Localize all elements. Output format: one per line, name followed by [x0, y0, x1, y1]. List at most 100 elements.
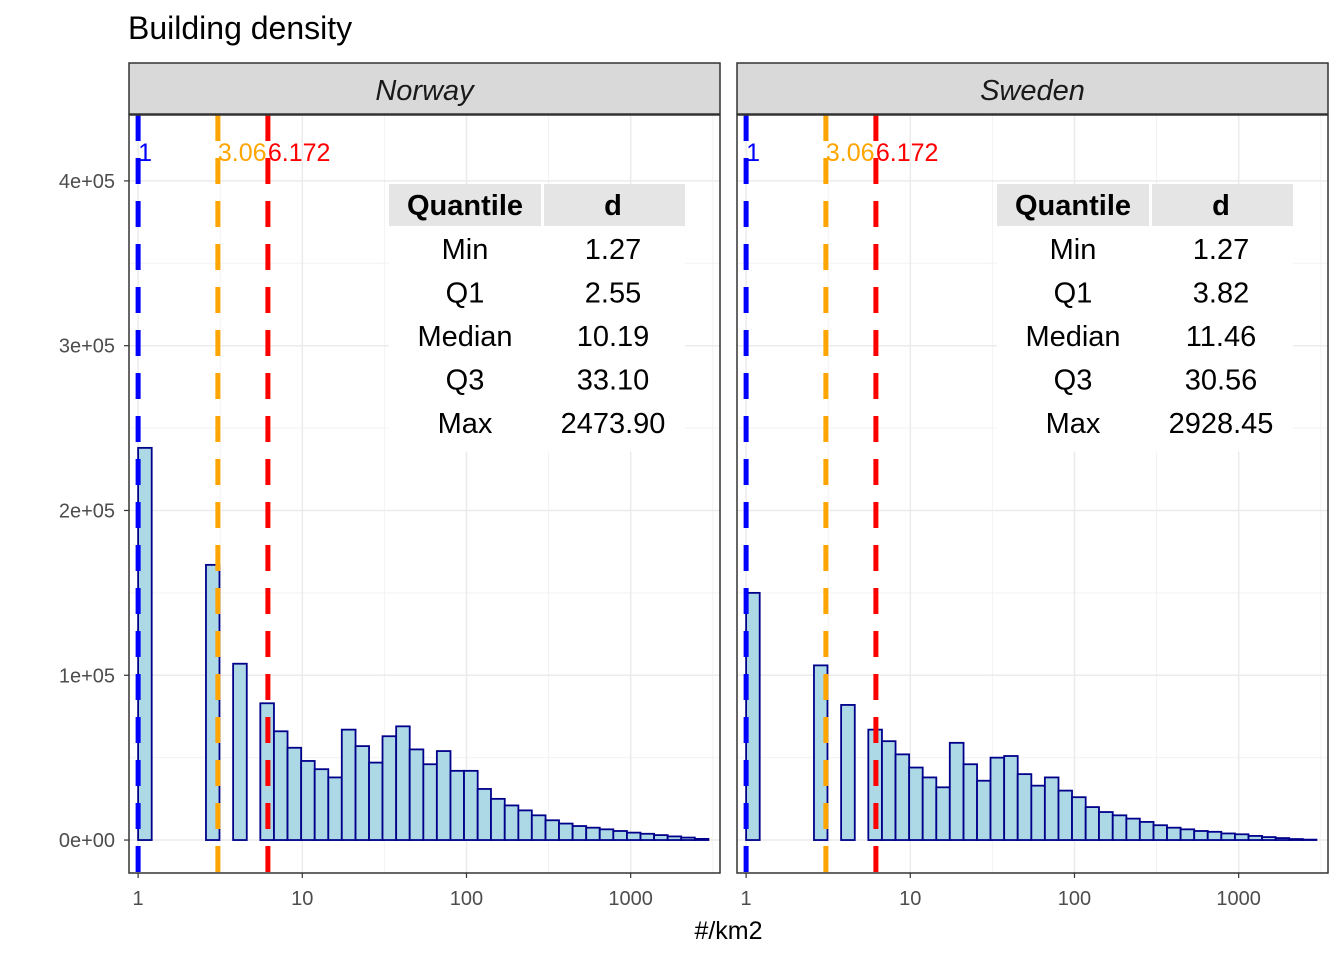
histogram-bar — [1179, 828, 1196, 841]
histogram-bar — [340, 728, 357, 841]
histogram-bar — [639, 832, 656, 841]
table-cell-quantile: Min — [1050, 234, 1097, 266]
histogram-bar — [1111, 814, 1128, 841]
reference-line-label: 3.06 — [826, 139, 875, 167]
histogram-bar — [1166, 826, 1182, 841]
table-cell-value: 2473.90 — [561, 408, 666, 440]
histogram-bar — [1043, 776, 1060, 841]
table-background — [997, 184, 1293, 452]
y-tick-label: 0e+00 — [59, 830, 115, 852]
y-tick-label: 4e+05 — [59, 171, 115, 193]
histogram-bar — [1084, 806, 1100, 841]
histogram-bar — [948, 741, 965, 841]
histogram-bar — [490, 797, 506, 841]
histogram-bar — [435, 750, 452, 841]
table-cell-quantile: Q1 — [446, 278, 485, 310]
table-header: d — [1212, 190, 1230, 222]
histogram-bar — [286, 746, 303, 841]
histogram-bar — [1274, 837, 1291, 841]
table-cell-quantile: Median — [417, 321, 512, 353]
histogram-bar — [503, 804, 520, 841]
histogram-bar — [1138, 821, 1155, 841]
table-cell-quantile: Min — [442, 234, 489, 266]
table-cell-quantile: Median — [1025, 321, 1120, 353]
histogram-bar — [653, 834, 669, 841]
reference-line-label: 6.172 — [876, 139, 939, 167]
histogram-bar — [935, 786, 951, 841]
histogram-bar — [232, 662, 248, 841]
histogram-bar — [395, 725, 411, 841]
histogram-bar — [745, 591, 761, 841]
histogram-bar — [368, 761, 384, 841]
x-tick-label: 100 — [450, 888, 483, 910]
histogram-bar — [449, 769, 465, 841]
chart-title: Building density — [128, 10, 353, 46]
facet-label: Sweden — [980, 75, 1085, 107]
table-header-cell-bg — [389, 184, 541, 226]
table-cell-value: 11.46 — [1186, 321, 1256, 353]
x-tick-label: 1 — [133, 888, 144, 910]
table-header: d — [604, 190, 622, 222]
y-tick-label: 2e+05 — [59, 500, 115, 522]
histogram-bar — [976, 779, 992, 841]
histogram-bar — [558, 822, 574, 841]
x-tick-label: 1 — [741, 888, 752, 910]
histogram-bar — [693, 837, 710, 841]
histogram-bar — [894, 753, 911, 841]
histogram-bar — [422, 763, 438, 841]
table-cell-quantile: Q1 — [1054, 278, 1093, 310]
table-cell-quantile: Max — [1046, 408, 1101, 440]
histogram-bar — [381, 735, 398, 841]
histogram-bar — [1193, 830, 1209, 841]
histogram-bar — [327, 776, 343, 841]
x-tick-label: 100 — [1058, 888, 1091, 910]
table-cell-value: 2928.45 — [1169, 408, 1274, 440]
histogram-bar — [517, 809, 533, 841]
histogram-bar — [989, 756, 1006, 841]
table-header-cell-bg — [997, 184, 1149, 226]
table-cell-value: 10.19 — [577, 321, 650, 353]
reference-line-label: 3.06 — [218, 139, 267, 167]
x-tick-label: 1000 — [608, 888, 653, 910]
histogram-bar — [626, 831, 642, 841]
table-cell-quantile: Q3 — [1054, 365, 1093, 397]
histogram-bar — [1098, 811, 1114, 841]
histogram-bar — [1288, 838, 1304, 841]
histogram-bar — [1220, 832, 1236, 841]
histogram-bar — [1071, 796, 1087, 841]
histogram-bar — [881, 740, 897, 841]
y-tick-label: 1e+05 — [59, 665, 115, 687]
histogram-bar — [313, 768, 330, 841]
x-tick-label: 10 — [899, 888, 921, 910]
histogram-bar — [612, 830, 628, 841]
table-cell-value: 33.10 — [577, 365, 650, 397]
histogram-bar — [300, 760, 316, 841]
y-tick-label: 3e+05 — [59, 336, 115, 358]
table-cell-value: 1.27 — [1193, 234, 1249, 266]
table-header: Quantile — [407, 190, 523, 222]
histogram-bar — [1016, 773, 1033, 841]
histogram-bar — [813, 664, 829, 841]
reference-line-label: 1 — [138, 139, 152, 167]
histogram-bar — [571, 825, 588, 841]
table-cell-value: 2.55 — [585, 278, 641, 310]
histogram-bar — [476, 788, 492, 841]
histogram-bar — [840, 704, 856, 841]
facet-strip — [128, 62, 721, 115]
histogram-bar — [1234, 833, 1250, 841]
facet-label: Norway — [375, 75, 475, 107]
histogram-bar — [354, 745, 370, 841]
panel-border — [736, 114, 1329, 874]
panel-border — [128, 114, 721, 874]
table-cell-value: 30.56 — [1185, 365, 1258, 397]
x-tick-label: 1000 — [1216, 888, 1261, 910]
histogram-bar — [1057, 789, 1073, 841]
histogram-bar — [598, 828, 615, 841]
table-background — [389, 184, 685, 452]
table-cell-quantile: Q3 — [446, 365, 485, 397]
table-cell-value: 3.82 — [1193, 278, 1249, 310]
histogram-bar — [666, 835, 683, 841]
table-header: Quantile — [1015, 190, 1131, 222]
table-header-cell-bg — [1152, 184, 1293, 226]
